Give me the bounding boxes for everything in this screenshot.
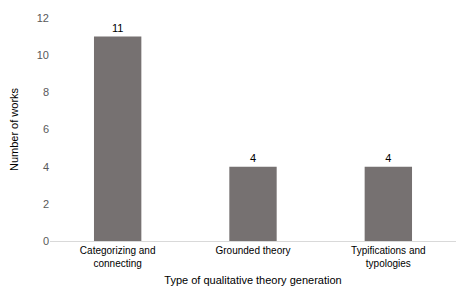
svg-text:6: 6 xyxy=(43,123,49,135)
svg-text:Type of qualitative theory gen: Type of qualitative theory generation xyxy=(164,274,341,286)
svg-text:0: 0 xyxy=(43,235,49,247)
svg-text:10: 10 xyxy=(37,49,49,61)
svg-text:2: 2 xyxy=(43,198,49,210)
svg-text:Typifications andtypologies: Typifications andtypologies xyxy=(351,245,426,269)
svg-text:4: 4 xyxy=(43,161,49,173)
svg-text:8: 8 xyxy=(43,86,49,98)
svg-text:Grounded theory: Grounded theory xyxy=(215,245,290,256)
svg-text:4: 4 xyxy=(385,152,391,164)
svg-text:12: 12 xyxy=(37,12,49,24)
svg-text:Categorizing andconnecting: Categorizing andconnecting xyxy=(80,245,156,269)
svg-text:11: 11 xyxy=(112,22,123,34)
svg-text:Number of works: Number of works xyxy=(8,87,20,171)
svg-text:4: 4 xyxy=(250,152,256,164)
